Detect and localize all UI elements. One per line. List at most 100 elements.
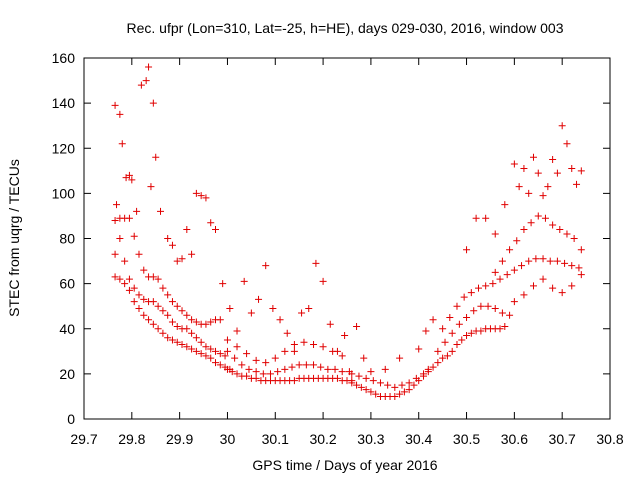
data-point: [570, 235, 578, 242]
x-axis-label: GPS time / Days of year 2016: [252, 457, 437, 473]
series-day-scatter: [226, 259, 349, 355]
data-point: [556, 225, 564, 233]
data-point: [140, 295, 148, 303]
data-points: [111, 63, 585, 400]
data-point: [503, 271, 511, 279]
data-point: [357, 383, 365, 391]
data-point: [300, 338, 308, 346]
data-point: [207, 354, 215, 362]
data-point: [458, 336, 466, 344]
data-point: [491, 304, 499, 312]
data-point: [482, 282, 490, 290]
data-point: [149, 99, 157, 107]
data-point: [568, 262, 576, 270]
data-point: [164, 311, 172, 319]
data-point: [113, 201, 121, 209]
x-tick-label: 30: [220, 431, 236, 447]
data-point: [420, 370, 428, 378]
data-point: [168, 241, 176, 249]
data-point: [348, 379, 356, 387]
data-point: [424, 365, 432, 373]
data-point: [290, 347, 298, 355]
y-tick-label: 60: [59, 276, 75, 292]
data-point: [226, 304, 234, 312]
series-evening-mid: [491, 212, 585, 276]
data-point: [415, 345, 423, 353]
data-point: [255, 295, 263, 303]
data-point: [202, 343, 210, 351]
x-tick-label: 30.1: [262, 431, 289, 447]
data-point: [422, 327, 430, 335]
data-point: [498, 309, 506, 317]
x-tick-label: 30.7: [549, 431, 576, 447]
data-point: [434, 347, 442, 355]
series-evening-high: [463, 122, 585, 254]
data-point: [216, 361, 224, 369]
data-point: [207, 318, 215, 326]
data-point: [183, 343, 191, 351]
data-point: [475, 284, 482, 292]
data-point: [159, 329, 167, 337]
data-point: [355, 372, 363, 380]
data-point: [491, 268, 499, 276]
data-point: [491, 230, 499, 238]
data-point: [130, 232, 138, 240]
x-tick-label: 30.6: [501, 431, 528, 447]
data-point: [341, 332, 349, 340]
data-point: [410, 381, 418, 389]
data-point: [333, 347, 341, 355]
data-point: [534, 212, 542, 220]
data-point: [149, 273, 157, 281]
data-point: [223, 365, 231, 373]
data-point: [202, 320, 210, 328]
data-point: [513, 237, 521, 245]
data-point: [197, 350, 205, 358]
data-point: [192, 318, 200, 326]
x-tick-label: 30.3: [357, 431, 384, 447]
data-point: [539, 192, 547, 200]
data-point: [252, 374, 260, 382]
y-axis-label: STEC from uqrg / TECUs: [6, 159, 22, 317]
data-point: [188, 316, 196, 324]
data-point: [400, 388, 408, 396]
data-point: [137, 81, 145, 89]
data-point: [154, 325, 162, 333]
data-point: [262, 359, 270, 367]
data-point: [173, 322, 181, 330]
data-point: [238, 361, 246, 369]
series-evening-band-b: [434, 302, 514, 355]
data-point: [472, 214, 480, 222]
x-tick-label: 30.5: [453, 431, 480, 447]
data-point: [116, 275, 124, 283]
series-day-band-c: [223, 336, 346, 367]
data-point: [319, 343, 327, 351]
data-point: [283, 329, 291, 337]
data-point: [324, 365, 332, 373]
data-point: [149, 320, 157, 328]
data-point: [145, 63, 153, 71]
data-point: [281, 347, 289, 355]
series-evening-band-c: [439, 255, 583, 333]
series-morning-band-c: [111, 273, 234, 373]
data-point: [558, 122, 566, 130]
data-point: [135, 291, 143, 299]
data-point: [405, 379, 413, 387]
data-point: [159, 284, 167, 292]
x-tick-label: 29.8: [118, 431, 145, 447]
data-point: [183, 225, 191, 233]
data-point: [439, 325, 447, 333]
data-point: [527, 219, 535, 227]
series-morning-band-a: [111, 214, 224, 328]
data-point: [274, 368, 282, 376]
series-day-band-a: [223, 365, 356, 385]
data-point: [553, 169, 561, 177]
data-point: [233, 370, 241, 378]
data-point: [577, 167, 585, 175]
data-point: [360, 354, 368, 362]
data-point: [298, 309, 306, 317]
data-point: [233, 343, 241, 351]
data-point: [135, 250, 143, 258]
data-point: [231, 354, 239, 362]
